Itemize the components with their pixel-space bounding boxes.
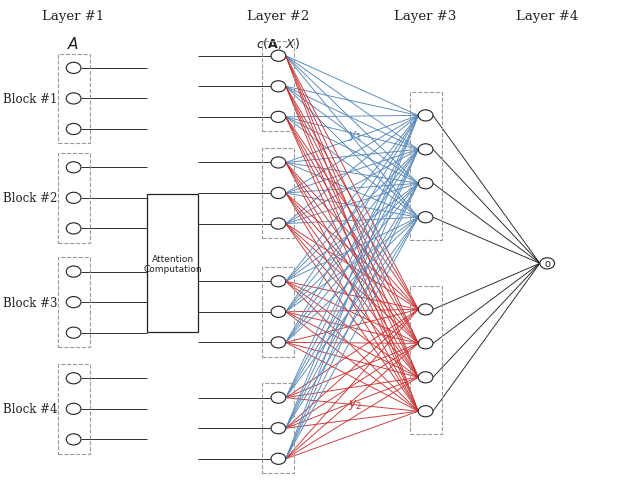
Circle shape — [271, 188, 285, 199]
Circle shape — [271, 112, 285, 123]
Text: $c(\mathbf{A},\, X)$: $c(\mathbf{A},\, X)$ — [256, 36, 301, 51]
Circle shape — [67, 163, 81, 174]
Circle shape — [540, 258, 555, 269]
Circle shape — [67, 94, 81, 105]
Circle shape — [419, 145, 433, 156]
Text: o: o — [544, 259, 550, 269]
Text: Layer #4: Layer #4 — [516, 11, 579, 23]
Text: $y_2$: $y_2$ — [348, 397, 362, 411]
Circle shape — [271, 423, 285, 434]
Circle shape — [67, 297, 81, 308]
Circle shape — [271, 51, 285, 62]
Circle shape — [67, 434, 81, 445]
Circle shape — [271, 307, 285, 318]
Circle shape — [419, 338, 433, 349]
Text: $A$: $A$ — [67, 36, 80, 51]
Text: Attention
Computation: Attention Computation — [143, 254, 202, 273]
Circle shape — [67, 224, 81, 235]
Circle shape — [419, 111, 433, 122]
Text: Block #3: Block #3 — [3, 296, 58, 309]
Circle shape — [271, 276, 285, 287]
Circle shape — [67, 266, 81, 278]
Circle shape — [271, 337, 285, 348]
Circle shape — [271, 219, 285, 230]
Circle shape — [67, 328, 81, 339]
Circle shape — [419, 304, 433, 316]
Text: Layer #1: Layer #1 — [42, 11, 105, 23]
Text: Layer #3: Layer #3 — [394, 11, 457, 23]
Circle shape — [67, 63, 81, 74]
Circle shape — [271, 158, 285, 168]
Circle shape — [67, 404, 81, 414]
Circle shape — [271, 453, 285, 465]
Circle shape — [67, 373, 81, 384]
Circle shape — [419, 372, 433, 383]
Circle shape — [67, 124, 81, 136]
Circle shape — [419, 179, 433, 189]
Circle shape — [67, 193, 81, 204]
FancyBboxPatch shape — [147, 195, 198, 333]
Text: Block #1: Block #1 — [3, 93, 58, 106]
Circle shape — [271, 82, 285, 93]
Text: Layer #2: Layer #2 — [247, 11, 310, 23]
Circle shape — [271, 392, 285, 404]
Circle shape — [419, 212, 433, 223]
Text: Block #2: Block #2 — [3, 192, 58, 205]
Circle shape — [419, 406, 433, 417]
Text: $y_1$: $y_1$ — [348, 129, 362, 142]
Text: Block #4: Block #4 — [3, 403, 58, 415]
